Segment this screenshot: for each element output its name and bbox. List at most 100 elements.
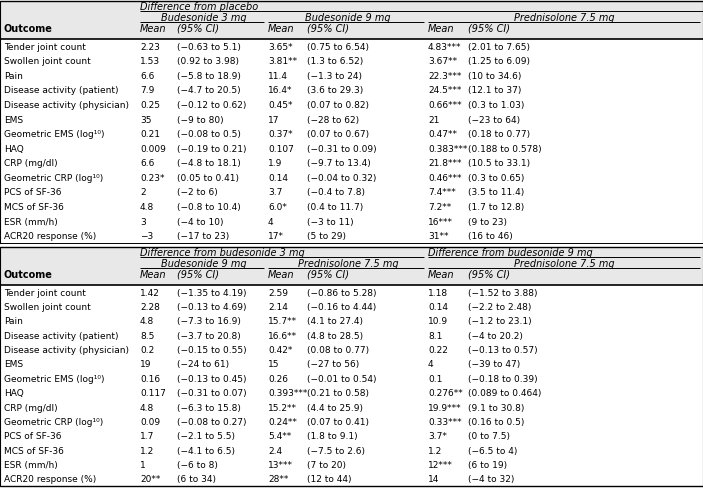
Text: Mean: Mean — [140, 269, 167, 280]
Text: Pain: Pain — [4, 72, 23, 81]
Text: 3.65*: 3.65* — [268, 42, 292, 52]
Text: (0.75 to 6.54): (0.75 to 6.54) — [307, 42, 369, 52]
Text: (0.05 to 0.41): (0.05 to 0.41) — [177, 174, 239, 183]
Text: (−0.8 to 10.4): (−0.8 to 10.4) — [177, 203, 240, 212]
Text: (−0.13 to 0.45): (−0.13 to 0.45) — [177, 374, 247, 383]
Text: 24.5***: 24.5*** — [428, 86, 461, 95]
Text: 4.83***: 4.83*** — [428, 42, 461, 52]
Text: Tender joint count: Tender joint count — [4, 42, 86, 52]
Text: Geometric EMS (log¹⁰): Geometric EMS (log¹⁰) — [4, 130, 105, 139]
Text: (−2.1 to 5.5): (−2.1 to 5.5) — [177, 431, 235, 440]
Text: (95% CI): (95% CI) — [177, 269, 219, 280]
Text: PCS of SF-36: PCS of SF-36 — [4, 188, 61, 197]
Text: (−0.01 to 0.54): (−0.01 to 0.54) — [307, 374, 377, 383]
Text: (−0.19 to 0.21): (−0.19 to 0.21) — [177, 144, 247, 153]
Text: (4.4 to 25.9): (4.4 to 25.9) — [307, 403, 363, 412]
Text: 0.393***: 0.393*** — [268, 388, 307, 397]
Text: 2.14: 2.14 — [268, 303, 288, 311]
Text: 2.28: 2.28 — [140, 303, 160, 311]
Bar — [0, 2, 703, 40]
Text: (−0.4 to 7.8): (−0.4 to 7.8) — [307, 188, 365, 197]
Text: Prednisolone 7.5 mg: Prednisolone 7.5 mg — [514, 13, 614, 23]
Text: Prednisolone 7.5 mg: Prednisolone 7.5 mg — [514, 259, 614, 268]
Text: (−4 to 20.2): (−4 to 20.2) — [468, 331, 523, 340]
Text: (95% CI): (95% CI) — [307, 269, 349, 280]
Text: 2.23: 2.23 — [140, 42, 160, 52]
Text: (0 to 7.5): (0 to 7.5) — [468, 431, 510, 440]
Text: (12 to 44): (12 to 44) — [307, 474, 352, 483]
Text: 0.37*: 0.37* — [268, 130, 292, 139]
Text: (−0.63 to 5.1): (−0.63 to 5.1) — [177, 42, 241, 52]
Text: 0.42*: 0.42* — [268, 346, 292, 354]
Text: (3.6 to 29.3): (3.6 to 29.3) — [307, 86, 363, 95]
Text: MCS of SF-36: MCS of SF-36 — [4, 446, 64, 455]
Text: EMS: EMS — [4, 115, 23, 124]
Text: (−24 to 61): (−24 to 61) — [177, 360, 229, 369]
Text: 0.383***: 0.383*** — [428, 144, 467, 153]
Text: 0.23*: 0.23* — [140, 174, 165, 183]
Text: (0.08 to 0.77): (0.08 to 0.77) — [307, 346, 369, 354]
Text: (9 to 23): (9 to 23) — [468, 217, 507, 226]
Text: 1.53: 1.53 — [140, 57, 160, 66]
Text: (−0.31 to 0.09): (−0.31 to 0.09) — [307, 144, 377, 153]
Text: (16 to 46): (16 to 46) — [468, 232, 512, 241]
Text: (−4.8 to 18.1): (−4.8 to 18.1) — [177, 159, 240, 168]
Text: 0.26: 0.26 — [268, 374, 288, 383]
Text: (−0.16 to 4.44): (−0.16 to 4.44) — [307, 303, 376, 311]
Text: (−3.7 to 20.8): (−3.7 to 20.8) — [177, 331, 240, 340]
Text: 16***: 16*** — [428, 217, 453, 226]
Bar — [0, 247, 703, 285]
Text: Mean: Mean — [268, 24, 295, 34]
Text: (95% CI): (95% CI) — [468, 269, 510, 280]
Text: (−23 to 64): (−23 to 64) — [468, 115, 520, 124]
Text: (0.188 to 0.578): (0.188 to 0.578) — [468, 144, 541, 153]
Text: 11.4: 11.4 — [268, 72, 288, 81]
Text: (0.21 to 0.58): (0.21 to 0.58) — [307, 388, 369, 397]
Text: (−28 to 62): (−28 to 62) — [307, 115, 359, 124]
Text: 4.8: 4.8 — [140, 203, 154, 212]
Text: (−1.35 to 4.19): (−1.35 to 4.19) — [177, 288, 247, 297]
Text: −3: −3 — [140, 232, 153, 241]
Text: CRP (mg/dl): CRP (mg/dl) — [4, 403, 58, 412]
Text: 1: 1 — [140, 460, 146, 469]
Text: Geometric CRP (log¹⁰): Geometric CRP (log¹⁰) — [4, 417, 103, 426]
Text: 1.18: 1.18 — [428, 288, 448, 297]
Text: 0.66***: 0.66*** — [428, 101, 462, 110]
Text: 0.47**: 0.47** — [428, 130, 457, 139]
Text: (−0.12 to 0.62): (−0.12 to 0.62) — [177, 101, 246, 110]
Text: 4: 4 — [428, 360, 434, 369]
Text: (−0.08 to 0.5): (−0.08 to 0.5) — [177, 130, 241, 139]
Text: 35: 35 — [140, 115, 152, 124]
Text: (3.5 to 11.4): (3.5 to 11.4) — [468, 188, 524, 197]
Text: Swollen joint count: Swollen joint count — [4, 57, 91, 66]
Text: (−5.8 to 18.9): (−5.8 to 18.9) — [177, 72, 241, 81]
Text: Outcome: Outcome — [4, 24, 53, 34]
Text: (−39 to 47): (−39 to 47) — [468, 360, 520, 369]
Text: (−4.1 to 6.5): (−4.1 to 6.5) — [177, 446, 235, 455]
Text: 17: 17 — [268, 115, 280, 124]
Text: (0.07 to 0.67): (0.07 to 0.67) — [307, 130, 369, 139]
Text: 1.2: 1.2 — [140, 446, 154, 455]
Text: (95% CI): (95% CI) — [307, 24, 349, 34]
Text: 7.9: 7.9 — [140, 86, 155, 95]
Text: Tender joint count: Tender joint count — [4, 288, 86, 297]
Text: Geometric CRP (log¹⁰): Geometric CRP (log¹⁰) — [4, 174, 103, 183]
Text: (1.25 to 6.09): (1.25 to 6.09) — [468, 57, 530, 66]
Text: (−9 to 80): (−9 to 80) — [177, 115, 224, 124]
Text: 15.7**: 15.7** — [268, 317, 297, 325]
Text: 4.8: 4.8 — [140, 403, 154, 412]
Text: 3: 3 — [140, 217, 146, 226]
Text: Difference from budesonide 3 mg: Difference from budesonide 3 mg — [140, 248, 304, 258]
Text: 6.6: 6.6 — [140, 72, 155, 81]
Text: 1.9: 1.9 — [268, 159, 283, 168]
Text: (0.16 to 0.5): (0.16 to 0.5) — [468, 417, 524, 426]
Text: 0.16: 0.16 — [140, 374, 160, 383]
Text: 21.8***: 21.8*** — [428, 159, 461, 168]
Text: Mean: Mean — [268, 269, 295, 280]
Text: MCS of SF-36: MCS of SF-36 — [4, 203, 64, 212]
Text: (4.8 to 28.5): (4.8 to 28.5) — [307, 331, 363, 340]
Text: 10.9: 10.9 — [428, 317, 448, 325]
Text: 0.21: 0.21 — [140, 130, 160, 139]
Text: 0.2: 0.2 — [140, 346, 154, 354]
Text: 0.117: 0.117 — [140, 388, 166, 397]
